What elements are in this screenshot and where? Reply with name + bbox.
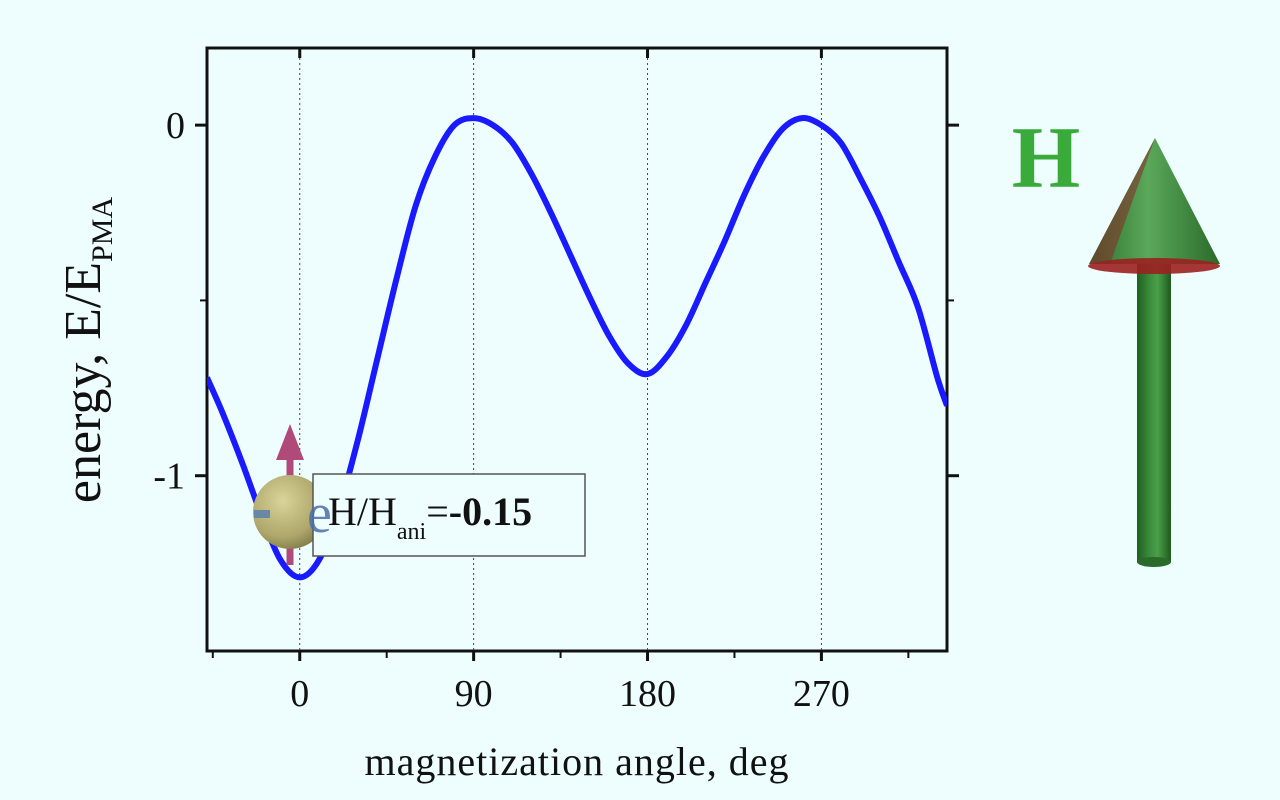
x-tick-label: 90 [455,673,493,715]
electron-spin-icon [253,424,327,565]
x-axis-title: magnetization angle, deg [365,739,790,784]
axis-ticks [195,48,959,661]
annotation-equals: = [426,489,449,534]
plot-area: 0 90 180 270 0 -1 [153,46,959,715]
plot-frame [205,46,949,653]
field-ratio-annotation: H/Hani=-0.15 e [307,473,586,557]
gridlines [299,48,822,651]
x-tick-label: 180 [619,673,676,715]
y-tick-label: 0 [166,105,185,147]
tick-labels: 0 90 180 270 0 -1 [153,105,850,715]
annotation-subscript: ani [397,519,427,545]
x-tick-label: 0 [290,673,309,715]
annotation-prefix: H/H [328,489,397,534]
field-label: H [1012,110,1080,207]
annotation-value: -0.15 [449,489,532,534]
svg-text:e: e [307,483,332,545]
svg-text:H/Hani=-0.15: H/Hani=-0.15 [328,489,532,545]
y-tick-label: -1 [153,456,185,498]
x-tick-label: 270 [793,673,850,715]
y-axis-title: energy, E/EPMA [55,197,119,504]
y-axis-title-subscript: PMA [86,197,119,262]
svg-text:energy, E/EPMA: energy, E/EPMA [55,197,119,504]
y-axis-title-main: energy, E/E [55,262,112,503]
annotation-box [312,473,586,557]
field-arrow-icon [1088,138,1220,567]
